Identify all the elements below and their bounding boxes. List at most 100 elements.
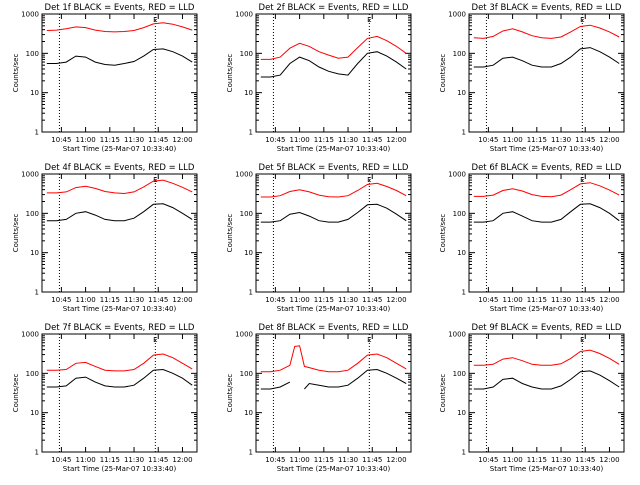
y-axis-label: Counts/sec (226, 374, 234, 413)
event-flag: E (367, 336, 371, 344)
panel-9: Det 9f BLACK = Events, RED = LLD 1 10 100 10… (439, 323, 625, 473)
y-tick-label: 10 (244, 89, 253, 97)
y-tick-label: 100 (26, 210, 39, 218)
x-tick-label: 12:00 (386, 456, 406, 464)
y-tick-label: 1 (462, 289, 466, 297)
y-axis-label: Counts/sec (12, 374, 20, 413)
y-tick-label: 1000 (235, 171, 253, 179)
x-tick-label: 11:00 (76, 136, 96, 144)
plot-frame (41, 173, 198, 293)
panel-4: Det 4f BLACK = Events, RED = LLD 1 10 100 10… (12, 163, 198, 313)
lld-series-line (260, 35, 407, 60)
x-tick-label: 11:00 (503, 296, 523, 304)
plot-frame (468, 333, 625, 453)
y-tick-label: 1 (35, 449, 39, 457)
x-tick-label: 11:15 (527, 456, 547, 464)
y-tick-label: 1000 (448, 171, 466, 179)
x-axis-label: Start Time (25-Mar-07 10:33:40) (490, 465, 604, 473)
x-tick-label: 11:45 (148, 136, 168, 144)
x-tick-label: 11:30 (551, 456, 571, 464)
panel-8: Det 8f BLACK = Events, RED = LLD 1 10 100 10… (226, 323, 412, 473)
y-tick-label: 1 (462, 449, 466, 457)
y-tick-label: 1000 (21, 331, 39, 339)
events-series-line (46, 48, 193, 66)
plot-frame (255, 173, 412, 293)
x-axis-label: Start Time (25-Mar-07 10:33:40) (63, 145, 177, 153)
x-tick-label: 10:45 (265, 136, 285, 144)
plot-frame (468, 173, 625, 293)
x-tick-label: 11:30 (124, 136, 144, 144)
plot-frame (41, 333, 198, 453)
x-axis-label: Start Time (25-Mar-07 10:33:40) (277, 145, 391, 153)
plot-frame (255, 13, 412, 133)
y-tick-label: 10 (457, 409, 466, 417)
panel-title: Det 1f BLACK = Events, RED = LLD (45, 3, 195, 13)
x-tick-label: 12:00 (599, 456, 619, 464)
x-tick-label: 11:15 (527, 136, 547, 144)
lld-series-line (46, 22, 193, 33)
x-tick-label: 11:15 (100, 136, 120, 144)
x-tick-label: 11:30 (124, 456, 144, 464)
x-tick-label: 12:00 (386, 136, 406, 144)
x-tick-label: 10:45 (478, 296, 498, 304)
x-tick-label: 10:45 (265, 456, 285, 464)
x-tick-label: 11:30 (338, 136, 358, 144)
x-tick-label: 11:30 (338, 456, 358, 464)
panel-title: Det 6f BLACK = Events, RED = LLD (472, 163, 622, 173)
x-tick-label: 10:45 (51, 136, 71, 144)
x-tick-label: 11:45 (362, 136, 382, 144)
lld-series-line (473, 24, 620, 39)
y-tick-label: 1 (249, 129, 253, 137)
panel-7: Det 7f BLACK = Events, RED = LLD 1 10 100 10… (12, 323, 198, 473)
y-tick-label: 10 (457, 249, 466, 257)
x-tick-label: 11:15 (527, 296, 547, 304)
y-tick-label: 1 (249, 289, 253, 297)
panel-5: Det 5f BLACK = Events, RED = LLD 1 10 100 10… (226, 163, 412, 313)
lld-series-line (473, 182, 620, 198)
panel-title: Det 2f BLACK = Events, RED = LLD (259, 3, 409, 13)
panel-6: Det 6f BLACK = Events, RED = LLD 1 10 100 10… (439, 163, 625, 313)
x-tick-label: 11:30 (551, 296, 571, 304)
y-tick-label: 1 (35, 129, 39, 137)
x-tick-label: 11:30 (124, 296, 144, 304)
x-tick-label: 10:45 (51, 456, 71, 464)
lld-series-line (46, 353, 193, 372)
events-series-line (260, 381, 291, 390)
y-tick-label: 10 (30, 409, 39, 417)
x-tick-label: 12:00 (599, 296, 619, 304)
event-flag: E (153, 336, 157, 344)
x-tick-label: 11:30 (551, 136, 571, 144)
panel-1: Det 1f BLACK = Events, RED = LLD 1 10 100 10… (12, 3, 198, 153)
lld-series-line (473, 349, 620, 366)
y-tick-label: 100 (240, 210, 253, 218)
x-tick-label: 11:45 (362, 456, 382, 464)
x-tick-label: 10:45 (478, 456, 498, 464)
y-tick-label: 1 (35, 289, 39, 297)
y-tick-label: 1000 (448, 11, 466, 19)
y-tick-label: 100 (453, 50, 466, 58)
x-axis-label: Start Time (25-Mar-07 10:33:40) (490, 305, 604, 313)
x-tick-label: 11:00 (76, 456, 96, 464)
plot-frame (41, 13, 198, 133)
x-axis-label: Start Time (25-Mar-07 10:33:40) (63, 305, 177, 313)
y-tick-label: 100 (26, 370, 39, 378)
panel-title: Det 5f BLACK = Events, RED = LLD (259, 163, 409, 173)
events-series-line (260, 203, 407, 223)
event-flag: E (153, 176, 157, 184)
y-axis-label: Counts/sec (226, 54, 234, 93)
x-tick-label: 11:45 (575, 136, 595, 144)
panel-title: Det 7f BLACK = Events, RED = LLD (45, 323, 195, 333)
y-axis-label: Counts/sec (12, 54, 20, 93)
event-flag: E (580, 336, 584, 344)
x-axis-label: Start Time (25-Mar-07 10:33:40) (277, 305, 391, 313)
y-axis-label: Counts/sec (226, 214, 234, 253)
events-series-line (473, 203, 620, 223)
events-series-line (260, 51, 407, 78)
x-tick-label: 11:15 (100, 456, 120, 464)
x-tick-label: 12:00 (386, 296, 406, 304)
lld-series-line (260, 182, 407, 198)
x-tick-label: 11:15 (314, 296, 334, 304)
event-flag: E (580, 176, 584, 184)
